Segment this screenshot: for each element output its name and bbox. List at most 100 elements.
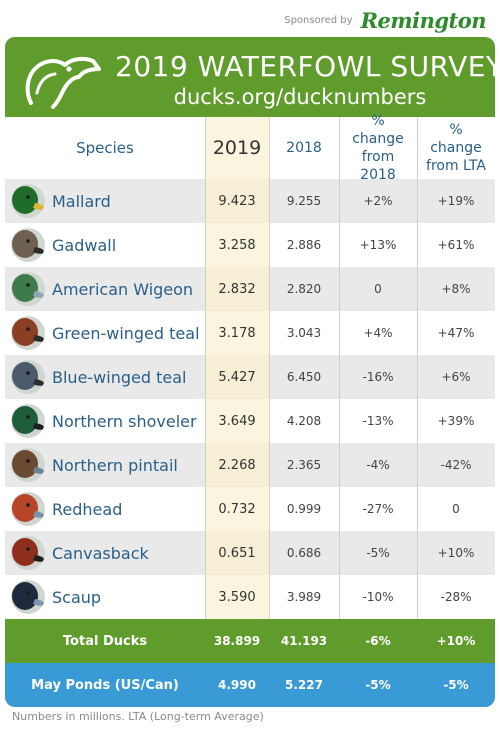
may-ponds-label: May Ponds (US/Can) [31,677,179,693]
table-row: Northern pintail 2.268 2.365 -4% -42% [5,443,495,487]
value-2018: 0.999 [286,502,322,516]
value-2018: 9.255 [286,194,322,208]
mallard-icon [11,184,45,218]
american-wigeon-icon [11,272,45,306]
column-header-2019: 2019 [205,117,269,179]
column-divider [417,117,418,619]
value-2018: 2.365 [286,458,322,472]
value-2019: 5.427 [205,355,269,399]
species-name: American Wigeon [52,279,194,299]
value-2019: 3.178 [205,311,269,355]
northern-shoveler-icon [11,404,45,438]
total-change-2018: -6% [365,634,391,648]
value-change-2018: -4% [366,458,390,472]
total-ducks-row: Total Ducks 38.899 41.193 -6% +10% [5,619,495,663]
value-change-lta: -42% [440,458,472,472]
value-change-lta: -28% [440,590,472,604]
value-change-lta: +8% [441,282,471,296]
value-change-lta: +6% [441,370,471,384]
page-title: 2019 WATERFOWL SURVEY [115,50,495,83]
total-change-lta: +10% [436,634,476,648]
column-divider [205,117,206,619]
value-change-lta: +61% [437,238,475,252]
value-2019: 2.268 [205,443,269,487]
survey-card: 2019 WATERFOWL SURVEY ducks.org/ducknumb… [5,37,495,707]
value-change-2018: -27% [362,502,394,516]
value-change-lta: +19% [437,194,475,208]
survey-url-link[interactable]: ducks.org/ducknumbers [173,85,427,109]
table-row: Gadwall 3.258 2.886 +13% +61% [5,223,495,267]
table-row: American Wigeon 2.832 2.820 0 +8% [5,267,495,311]
green-winged-teal-icon [11,316,45,350]
value-2019: 0.651 [205,531,269,575]
species-name: Scaup [52,587,102,607]
canvasback-icon [11,536,45,570]
gadwall-icon [11,228,45,262]
species-name: Northern shoveler [52,411,197,431]
table-row: Green-winged teal 3.178 3.043 +4% +47% [5,311,495,355]
value-change-2018: -13% [362,414,394,428]
value-2018: 4.208 [286,414,322,428]
blue-winged-teal-icon [11,360,45,394]
value-change-lta: +10% [437,546,475,560]
value-change-2018: +13% [359,238,397,252]
ponds-2018: 5.227 [285,678,323,692]
species-name: Gadwall [52,235,117,255]
sponsor-label: Sponsored by [284,14,353,26]
value-2018: 2.886 [286,238,322,252]
species-name: Northern pintail [52,455,178,475]
table-row: Mallard 9.423 9.255 +2% +19% [5,179,495,223]
value-2018: 2.820 [286,282,322,296]
ponds-change-2018: -5% [365,678,391,692]
value-2018: 6.450 [286,370,322,384]
species-name: Redhead [52,499,123,519]
total-2019: 38.899 [213,634,261,648]
ponds-change-lta: -5% [443,678,469,692]
column-divider [339,117,340,619]
value-2018: 0.686 [286,546,322,560]
table-row: Scaup 3.590 3.989 -10% -28% [5,575,495,619]
value-2019: 0.732 [205,487,269,531]
may-ponds-row: May Ponds (US/Can) 4.990 5.227 -5% -5% [5,663,495,707]
species-name: Blue-winged teal [52,367,187,387]
species-name: Canvasback [52,543,149,563]
total-ducks-label: Total Ducks [62,633,148,649]
value-change-2018: 0 [374,282,382,296]
column-header-species: Species [5,117,205,179]
value-2019: 3.649 [205,399,269,443]
value-change-lta: +47% [437,326,475,340]
value-change-2018: -16% [362,370,394,384]
value-change-lta: 0 [452,502,460,516]
column-header-change-2018: % change from 2018 [339,113,417,183]
value-2019: 3.258 [205,223,269,267]
value-2019: 9.423 [205,179,269,223]
redhead-icon [11,492,45,526]
scaup-icon [11,580,45,614]
value-change-2018: -5% [366,546,390,560]
value-change-2018: +2% [363,194,393,208]
value-2019: 3.590 [205,575,269,619]
value-2018: 3.989 [286,590,322,604]
species-name: Mallard [52,191,111,211]
table-row: Blue-winged teal 5.427 6.450 -16% +6% [5,355,495,399]
value-change-lta: +39% [437,414,475,428]
column-divider [269,117,270,619]
table-row: Canvasback 0.651 0.686 -5% +10% [5,531,495,575]
value-2018: 3.043 [286,326,322,340]
footnote: Numbers in millions. LTA (Long-term Aver… [12,710,264,723]
value-2019: 2.832 [205,267,269,311]
value-change-2018: +4% [363,326,393,340]
ducks-unlimited-logo-icon [25,56,101,109]
ponds-2019: 4.990 [218,678,256,692]
total-2018: 41.193 [280,634,328,648]
column-header-change-lta: % change from LTA [417,117,495,179]
sponsor-brand-logo[interactable]: Remington [360,7,487,33]
species-name: Green-winged teal [52,323,200,343]
column-header-2018: 2018 [269,117,339,179]
value-change-2018: -10% [362,590,394,604]
sponsor-banner: Sponsored by Remington [284,6,486,34]
northern-pintail-icon [11,448,45,482]
table-row: Northern shoveler 3.649 4.208 -13% +39% [5,399,495,443]
table-row: Redhead 0.732 0.999 -27% 0 [5,487,495,531]
survey-header: 2019 WATERFOWL SURVEY ducks.org/ducknumb… [5,37,495,117]
